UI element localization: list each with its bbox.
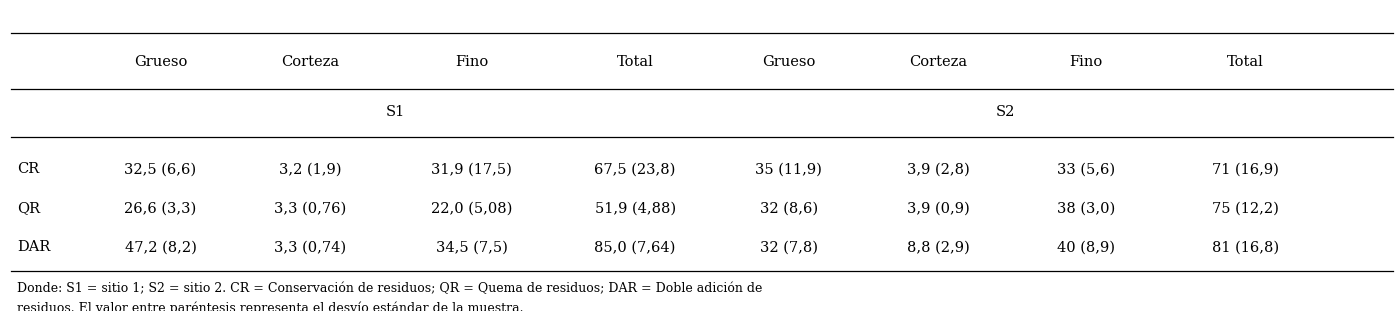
- Text: Fino: Fino: [1069, 55, 1103, 69]
- Text: Fino: Fino: [455, 55, 489, 69]
- Text: 31,9 (17,5): 31,9 (17,5): [431, 162, 512, 177]
- Text: 3,3 (0,76): 3,3 (0,76): [274, 201, 346, 216]
- Text: Corteza: Corteza: [281, 55, 339, 69]
- Text: 26,6 (3,3): 26,6 (3,3): [124, 201, 197, 216]
- Text: Grueso: Grueso: [762, 55, 815, 69]
- Text: 3,9 (0,9): 3,9 (0,9): [907, 201, 969, 216]
- Text: 8,8 (2,9): 8,8 (2,9): [907, 240, 969, 254]
- Text: 3,3 (0,74): 3,3 (0,74): [274, 240, 346, 254]
- Text: S1: S1: [385, 105, 405, 119]
- Text: 85,0 (7,64): 85,0 (7,64): [595, 240, 676, 254]
- Text: Donde: S1 = sitio 1; S2 = sitio 2. CR = Conservación de residuos; QR = Quema de : Donde: S1 = sitio 1; S2 = sitio 2. CR = …: [17, 282, 762, 295]
- Text: S2: S2: [995, 105, 1015, 119]
- Text: 3,9 (2,8): 3,9 (2,8): [907, 162, 969, 177]
- Text: Corteza: Corteza: [909, 55, 967, 69]
- Text: 3,2 (1,9): 3,2 (1,9): [279, 162, 341, 177]
- Text: 47,2 (8,2): 47,2 (8,2): [124, 240, 197, 254]
- Text: Total: Total: [1227, 55, 1263, 69]
- Text: 32,5 (6,6): 32,5 (6,6): [124, 162, 197, 177]
- Text: 40 (8,9): 40 (8,9): [1057, 240, 1115, 254]
- Text: 51,9 (4,88): 51,9 (4,88): [595, 201, 676, 216]
- Text: Total: Total: [617, 55, 653, 69]
- Text: DAR: DAR: [17, 240, 50, 254]
- Text: Grueso: Grueso: [134, 55, 187, 69]
- Text: 34,5 (7,5): 34,5 (7,5): [436, 240, 508, 254]
- Text: 67,5 (23,8): 67,5 (23,8): [595, 162, 676, 177]
- Text: 32 (7,8): 32 (7,8): [759, 240, 818, 254]
- Text: 71 (16,9): 71 (16,9): [1212, 162, 1279, 177]
- Text: 35 (11,9): 35 (11,9): [755, 162, 822, 177]
- Text: 38 (3,0): 38 (3,0): [1057, 201, 1115, 216]
- Text: 81 (16,8): 81 (16,8): [1212, 240, 1279, 254]
- Text: 22,0 (5,08): 22,0 (5,08): [431, 201, 512, 216]
- Text: CR: CR: [17, 162, 39, 177]
- Text: QR: QR: [17, 201, 39, 216]
- Text: residuos. El valor entre paréntesis representa el desvío estándar de la muestra.: residuos. El valor entre paréntesis repr…: [17, 301, 524, 311]
- Text: 75 (12,2): 75 (12,2): [1212, 201, 1279, 216]
- Text: 32 (8,6): 32 (8,6): [759, 201, 818, 216]
- Text: 33 (5,6): 33 (5,6): [1057, 162, 1115, 177]
